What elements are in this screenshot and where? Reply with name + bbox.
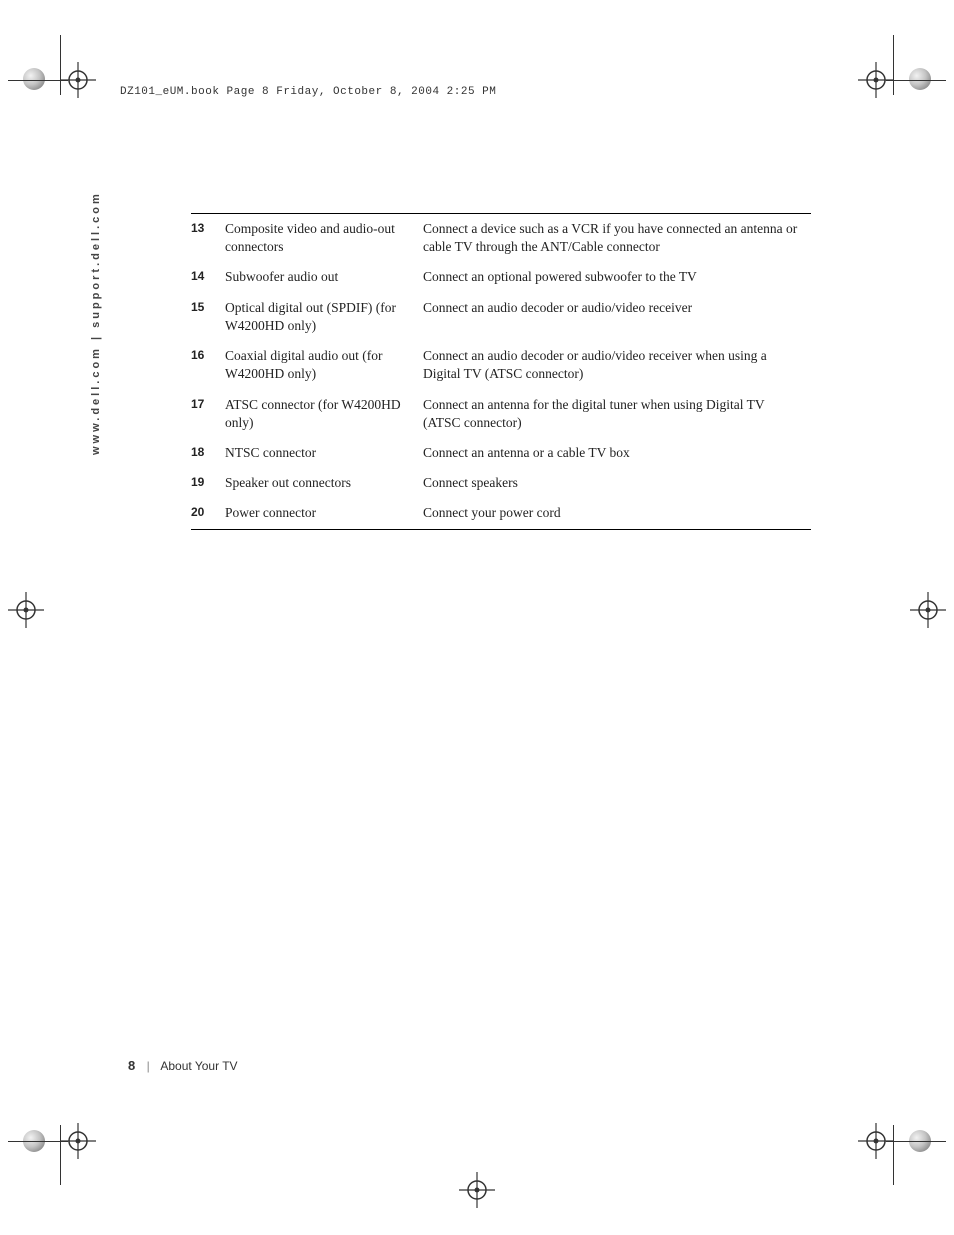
table-row: 18NTSC connectorConnect an antenna or a … <box>191 438 811 468</box>
connector-name: Subwoofer audio out <box>225 262 423 292</box>
row-number: 16 <box>191 341 225 389</box>
connector-name: NTSC connector <box>225 438 423 468</box>
crop-line <box>893 35 894 95</box>
row-number: 13 <box>191 214 225 263</box>
row-number: 19 <box>191 468 225 498</box>
table-row: 19Speaker out connectorsConnect speakers <box>191 468 811 498</box>
row-number: 20 <box>191 498 225 529</box>
print-sphere <box>909 68 931 90</box>
connector-name: ATSC connector (for W4200HD only) <box>225 390 423 438</box>
connector-table: 13Composite video and audio-out connecto… <box>191 213 811 530</box>
register-mark-icon <box>908 590 930 612</box>
table-row: 14Subwoofer audio outConnect an optional… <box>191 262 811 292</box>
page-footer: 8 | About Your TV <box>128 1058 238 1073</box>
row-number: 18 <box>191 438 225 468</box>
row-number: 14 <box>191 262 225 292</box>
crop-line <box>886 80 946 81</box>
register-mark-icon <box>457 1170 479 1192</box>
table-row: 17ATSC connector (for W4200HD only)Conne… <box>191 390 811 438</box>
connector-name: Coaxial digital audio out (for W4200HD o… <box>225 341 423 389</box>
register-mark-icon <box>6 590 28 612</box>
footer-separator: | <box>139 1059 158 1073</box>
page-number: 8 <box>128 1058 135 1073</box>
crop-line <box>60 35 61 95</box>
crop-line <box>886 1141 946 1142</box>
table-row: 16Coaxial digital audio out (for W4200HD… <box>191 341 811 389</box>
connector-description: Connect an optional powered subwoofer to… <box>423 262 811 292</box>
connector-description: Connect an antenna for the digital tuner… <box>423 390 811 438</box>
connector-name: Power connector <box>225 498 423 529</box>
connector-description: Connect speakers <box>423 468 811 498</box>
register-mark-icon <box>856 1121 878 1143</box>
crop-line <box>893 1125 894 1185</box>
connector-name: Speaker out connectors <box>225 468 423 498</box>
print-sphere <box>23 1130 45 1152</box>
connector-name: Optical digital out (SPDIF) (for W4200HD… <box>225 293 423 341</box>
table-row: 13Composite video and audio-out connecto… <box>191 214 811 263</box>
crop-line <box>8 80 68 81</box>
print-sphere <box>23 68 45 90</box>
register-mark-icon <box>58 60 80 82</box>
table-row: 20Power connectorConnect your power cord <box>191 498 811 529</box>
register-mark-icon <box>58 1121 80 1143</box>
connector-name: Composite video and audio-out connectors <box>225 214 423 263</box>
book-header-note: DZ101_eUM.book Page 8 Friday, October 8,… <box>120 86 496 98</box>
crop-line <box>8 1141 68 1142</box>
table-row: 15Optical digital out (SPDIF) (for W4200… <box>191 293 811 341</box>
connector-description: Connect a device such as a VCR if you ha… <box>423 214 811 263</box>
crop-line <box>60 1125 61 1185</box>
row-number: 17 <box>191 390 225 438</box>
connector-description: Connect an antenna or a cable TV box <box>423 438 811 468</box>
connector-description: Connect an audio decoder or audio/video … <box>423 341 811 389</box>
section-title: About Your TV <box>160 1059 237 1073</box>
connector-description: Connect your power cord <box>423 498 811 529</box>
side-url: www.dell.com | support.dell.com <box>90 191 102 455</box>
print-sphere <box>909 1130 931 1152</box>
connector-description: Connect an audio decoder or audio/video … <box>423 293 811 341</box>
row-number: 15 <box>191 293 225 341</box>
register-mark-icon <box>856 60 878 82</box>
